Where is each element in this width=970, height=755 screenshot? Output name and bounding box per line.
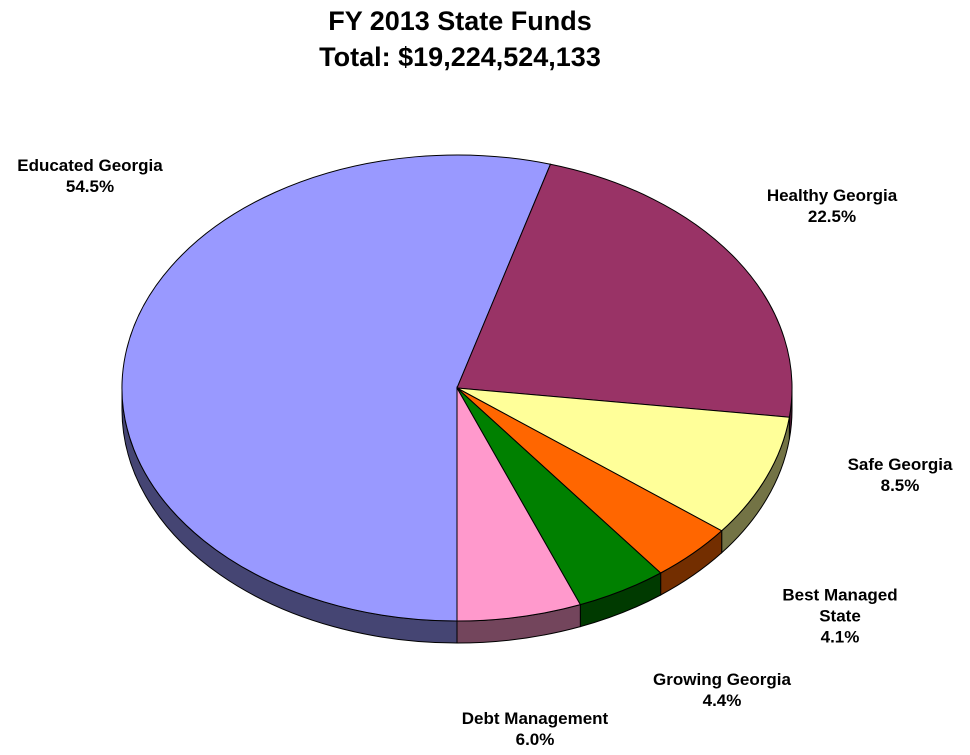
slice-label: Healthy Georgia 22.5%	[732, 185, 932, 227]
slice-label: Safe Georgia 8.5%	[820, 454, 970, 496]
slice-label: Growing Georgia 4.4%	[622, 669, 822, 711]
category-label: Growing Georgia	[653, 670, 791, 689]
value-label: 54.5%	[65, 177, 115, 196]
slice-label: Best Managed State 4.1%	[760, 585, 920, 648]
slice	[456, 387, 790, 532]
category-label: Safe Georgia	[847, 455, 953, 474]
chart-title: FY 2013 State Funds	[328, 6, 592, 36]
value-label: 4.1%	[820, 627, 860, 647]
slice	[456, 386, 582, 622]
value-label: 4.4%	[702, 691, 742, 710]
chart-subtitle: Total: $19,224,524,133	[319, 42, 601, 72]
value-label: 6.0%	[515, 730, 555, 749]
value-label: 8.5%	[880, 476, 920, 495]
slice-label: Debt Management 6.0%	[425, 708, 645, 750]
slice	[121, 154, 552, 622]
slice-label: Educated Georgia 54.5%	[0, 155, 190, 197]
category-label: Educated Georgia	[17, 156, 163, 175]
category-label: Healthy Georgia	[766, 186, 898, 205]
category-label: Best Managed State	[782, 585, 898, 626]
slice	[456, 163, 793, 418]
category-label: Debt Management	[461, 709, 609, 728]
value-label: 22.5%	[807, 207, 857, 226]
